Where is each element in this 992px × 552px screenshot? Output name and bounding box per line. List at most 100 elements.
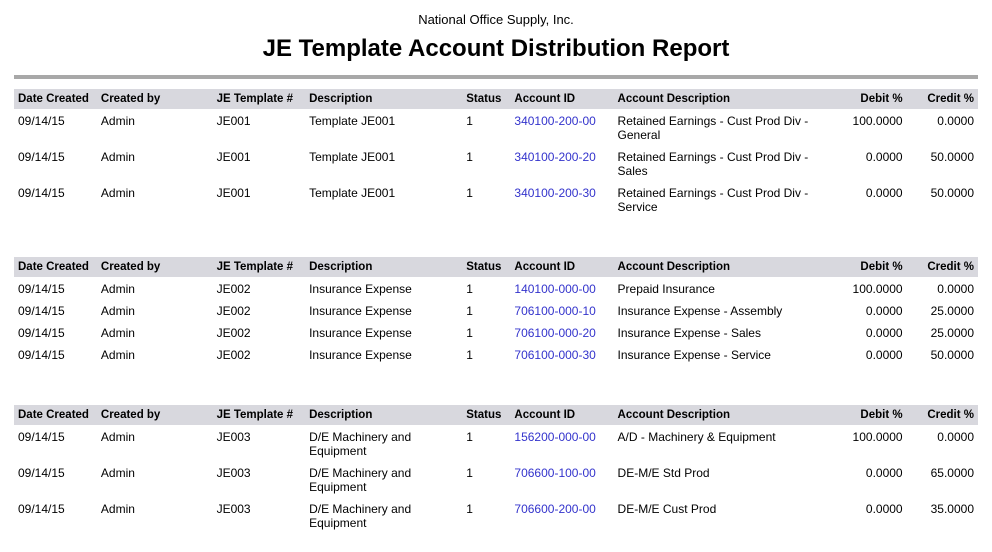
cell-created_by: Admin bbox=[100, 466, 135, 480]
company-name: National Office Supply, Inc. bbox=[418, 12, 574, 27]
column-header-account_description: Account Description bbox=[613, 257, 821, 277]
cell-date_created: 09/14/15 bbox=[18, 304, 65, 318]
cell-account_id: 706100-000-20 bbox=[510, 321, 613, 343]
cell-account_id: 706100-000-30 bbox=[510, 343, 613, 365]
cell-description: D/E Machinery and Equipment bbox=[309, 430, 412, 458]
cell-debit_pct: 0.0000 bbox=[865, 348, 903, 362]
cell-status: 1 bbox=[466, 430, 473, 444]
cell-account_id: 340100-200-30 bbox=[510, 181, 613, 217]
column-header-description: Description bbox=[305, 89, 463, 109]
page-title: JE Template Account Distribution Report bbox=[262, 35, 730, 62]
cell-created_by: Admin bbox=[100, 282, 135, 296]
account-id-link[interactable]: 706600-100-00 bbox=[514, 466, 596, 480]
table-row: 09/14/15 Admin JE001 Template JE001 1 340100-… bbox=[14, 145, 978, 181]
cell-je_template: JE001 bbox=[216, 150, 251, 164]
cell-created_by: Admin bbox=[100, 502, 135, 516]
cell-debit_pct: 100.0000 bbox=[852, 114, 903, 128]
cell-status: 1 bbox=[466, 150, 473, 164]
account-id-link[interactable]: 340100-200-00 bbox=[514, 114, 596, 128]
column-header-account_description: Account Description bbox=[613, 405, 821, 425]
cell-account_id: 156200-000-00 bbox=[510, 425, 613, 461]
account-id-link[interactable]: 340100-200-20 bbox=[514, 150, 596, 164]
cell-date_created: 09/14/15 bbox=[18, 466, 65, 480]
column-header-je_template: JE Template # bbox=[212, 257, 306, 277]
cell-account_id: 706600-100-00 bbox=[510, 461, 613, 497]
cell-created_by: Admin bbox=[100, 304, 135, 318]
cell-credit_pct: 50.0000 bbox=[930, 150, 974, 164]
cell-account_description: DE-M/E Cust Prod bbox=[617, 502, 717, 516]
cell-account_id: 706600-200-00 bbox=[510, 497, 613, 533]
cell-account_description: Retained Earnings - Cust Prod Div - Gene… bbox=[617, 114, 809, 142]
column-header-row: Date Created Created by JE Template # Descr… bbox=[14, 257, 978, 277]
cell-account_description: Prepaid Insurance bbox=[617, 282, 715, 296]
table-row: 09/14/15 Admin JE002 Insurance Expense 1 7061… bbox=[14, 321, 978, 343]
cell-debit_pct: 0.0000 bbox=[865, 186, 903, 200]
cell-description: Insurance Expense bbox=[309, 348, 412, 362]
group-table-1: Date Created Created by JE Template # Descr… bbox=[14, 89, 978, 217]
cell-date_created: 09/14/15 bbox=[18, 282, 65, 296]
cell-credit_pct: 25.0000 bbox=[930, 304, 974, 318]
cell-credit_pct: 0.0000 bbox=[937, 430, 974, 444]
cell-credit_pct: 65.0000 bbox=[930, 466, 974, 480]
cell-account_id: 340100-200-00 bbox=[510, 109, 613, 145]
table-row: 09/14/15 Admin JE002 Insurance Expense 1 1401… bbox=[14, 277, 978, 299]
cell-status: 1 bbox=[466, 348, 473, 362]
column-header-credit_pct: Credit % bbox=[906, 257, 978, 277]
account-id-link[interactable]: 706100-000-20 bbox=[514, 326, 596, 340]
report-body: Date Created Created by JE Template # Descr… bbox=[14, 89, 978, 533]
account-id-link[interactable]: 706100-000-10 bbox=[514, 304, 596, 318]
cell-created_by: Admin bbox=[100, 430, 135, 444]
column-header-description: Description bbox=[305, 405, 463, 425]
cell-account_description: Retained Earnings - Cust Prod Div - Sale… bbox=[617, 150, 809, 178]
cell-je_template: JE003 bbox=[216, 466, 251, 480]
column-header-created_by: Created by bbox=[96, 89, 213, 109]
column-header-je_template: JE Template # bbox=[212, 89, 306, 109]
column-header-created_by: Created by bbox=[96, 257, 213, 277]
cell-account_description: Insurance Expense - Service bbox=[617, 348, 771, 362]
column-header-row: Date Created Created by JE Template # Descr… bbox=[14, 89, 978, 109]
column-header-je_template: JE Template # bbox=[212, 405, 306, 425]
cell-description: Template JE001 bbox=[309, 150, 396, 164]
cell-description: D/E Machinery and Equipment bbox=[309, 466, 412, 494]
cell-account_description: Insurance Expense - Sales bbox=[617, 326, 761, 340]
account-id-link[interactable]: 156200-000-00 bbox=[514, 430, 596, 444]
cell-credit_pct: 0.0000 bbox=[937, 282, 974, 296]
cell-date_created: 09/14/15 bbox=[18, 186, 65, 200]
cell-created_by: Admin bbox=[100, 326, 135, 340]
cell-je_template: JE003 bbox=[216, 430, 251, 444]
group-table-2: Date Created Created by JE Template # Descr… bbox=[14, 257, 978, 365]
cell-je_template: JE003 bbox=[216, 502, 251, 516]
group-table-3: Date Created Created by JE Template # Descr… bbox=[14, 405, 978, 533]
cell-created_by: Admin bbox=[100, 114, 135, 128]
cell-status: 1 bbox=[466, 502, 473, 516]
column-header-account_description: Account Description bbox=[613, 89, 821, 109]
table-row: 09/14/15 Admin JE002 Insurance Expense 1 7061… bbox=[14, 343, 978, 365]
table-row: 09/14/15 Admin JE003 D/E Machinery and Equi… bbox=[14, 461, 978, 497]
cell-status: 1 bbox=[466, 282, 473, 296]
account-id-link[interactable]: 140100-000-00 bbox=[514, 282, 596, 296]
cell-date_created: 09/14/15 bbox=[18, 502, 65, 516]
cell-debit_pct: 0.0000 bbox=[865, 502, 903, 516]
cell-status: 1 bbox=[466, 466, 473, 480]
cell-created_by: Admin bbox=[100, 348, 135, 362]
column-header-date_created: Date Created bbox=[14, 257, 97, 277]
cell-description: Template JE001 bbox=[309, 114, 396, 128]
cell-debit_pct: 100.0000 bbox=[852, 282, 903, 296]
cell-debit_pct: 100.0000 bbox=[852, 430, 903, 444]
account-id-link[interactable]: 706100-000-30 bbox=[514, 348, 596, 362]
account-id-link[interactable]: 706600-200-00 bbox=[514, 502, 596, 516]
column-header-account_id: Account ID bbox=[510, 257, 614, 277]
cell-status: 1 bbox=[466, 304, 473, 318]
cell-account_description: Retained Earnings - Cust Prod Div - Serv… bbox=[617, 186, 809, 214]
cell-je_template: JE001 bbox=[216, 186, 251, 200]
column-header-credit_pct: Credit % bbox=[906, 405, 978, 425]
cell-date_created: 09/14/15 bbox=[18, 114, 65, 128]
cell-date_created: 09/14/15 bbox=[18, 430, 65, 444]
column-header-date_created: Date Created bbox=[14, 405, 97, 425]
cell-debit_pct: 0.0000 bbox=[865, 304, 903, 318]
account-id-link[interactable]: 340100-200-30 bbox=[514, 186, 596, 200]
cell-date_created: 09/14/15 bbox=[18, 150, 65, 164]
cell-description: Insurance Expense bbox=[309, 282, 412, 296]
column-header-account_id: Account ID bbox=[510, 89, 614, 109]
